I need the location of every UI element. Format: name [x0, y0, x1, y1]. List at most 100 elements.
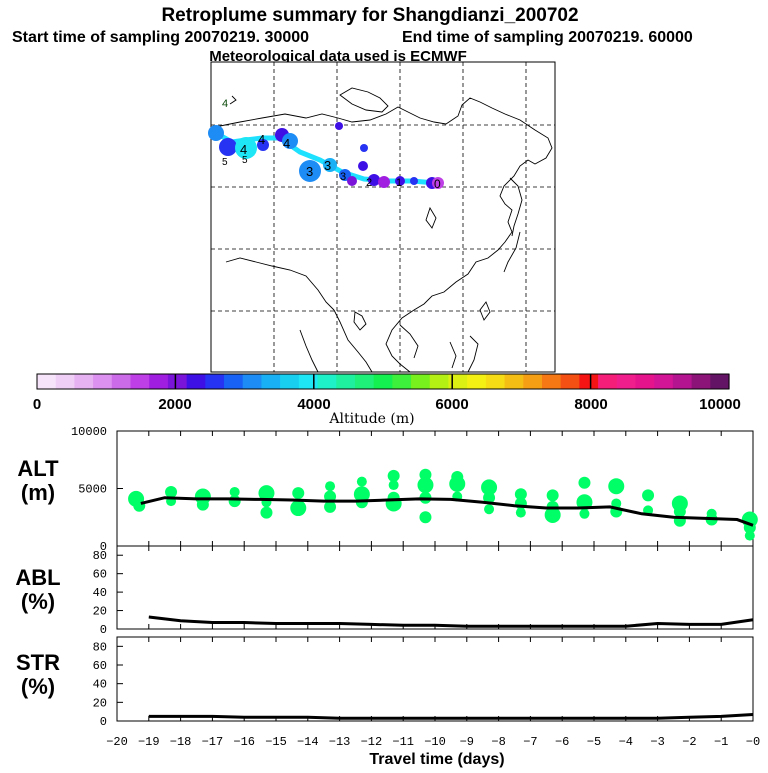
alt-point: [388, 480, 399, 491]
plume-dot: [257, 139, 269, 151]
alt-point: [385, 495, 402, 512]
colorbar-segment: [429, 374, 450, 389]
colorbar-segment: [392, 374, 412, 389]
alt-point: [578, 476, 591, 489]
x-tick-label: −0: [746, 735, 760, 749]
colorbar-tick: 6000: [435, 396, 468, 413]
colorbar-segment: [710, 374, 730, 389]
str-ytick-label: 40: [93, 678, 107, 692]
plume-label: 4: [283, 136, 290, 151]
alt-point: [706, 508, 717, 519]
colorbar-segment: [111, 374, 132, 389]
alt-point: [419, 511, 432, 524]
colorbar-segment: [37, 374, 57, 389]
abl-line: [148, 615, 754, 628]
plume-day-labels: 4 4 4 4 5 5 3 3 3 2 1 0: [222, 98, 441, 191]
colorbar-segment: [354, 374, 375, 389]
colorbar-frame: [36, 373, 730, 390]
colorbar-segment: [523, 374, 543, 389]
colorbar-segment: [130, 374, 150, 389]
colorbar-segment: [167, 374, 188, 389]
altitude-colorbar: 0 2000 4000 6000 8000 10000 Altitude (m): [33, 373, 741, 427]
alt-point: [481, 479, 498, 496]
plume-label: 3: [324, 158, 331, 173]
plume-label: 2: [366, 177, 372, 189]
alt-point: [608, 478, 625, 495]
x-tick-label: −9: [460, 735, 474, 749]
colorbar-segment: [242, 374, 263, 389]
str-ytick-label: 20: [93, 696, 107, 710]
plume-label: 1: [396, 177, 402, 189]
alt-point: [196, 498, 209, 511]
str-ytick-label: 0: [100, 715, 107, 729]
abl-ytick-label: 0: [100, 623, 107, 637]
colorbar-segment: [224, 374, 244, 389]
str-ytick-label: 60: [93, 659, 107, 673]
x-tick-label: −18: [170, 735, 192, 749]
x-tick-label: −19: [138, 735, 160, 749]
str-frame: [116, 636, 754, 722]
abl-ytick-label: 80: [93, 549, 107, 563]
alt-panel: ALT (m) 10000 5000 0: [17, 425, 758, 554]
colorbar-tick: 8000: [574, 396, 607, 413]
plume-dot: [432, 177, 444, 189]
plume-label: 3: [340, 171, 346, 183]
plume-label: 0: [434, 177, 441, 191]
colorbar-label: Altitude (m): [328, 411, 414, 427]
alt-scatter: [128, 468, 758, 541]
met-data-label: Meteorological data used is ECMWF: [209, 48, 467, 65]
plume-dot: [219, 138, 237, 156]
plume-dot: [347, 176, 357, 186]
plume-dot: [360, 144, 368, 152]
abl-ytick-label: 20: [93, 605, 107, 619]
plume-label: 4: [240, 142, 247, 157]
alt-ylabel-unit: (m): [21, 480, 55, 505]
plume-dot: [378, 176, 390, 188]
plume-dot: [208, 125, 224, 141]
alt-point: [611, 498, 622, 509]
colorbar-segment: [504, 374, 524, 389]
str-panel: STR (%) 80 60 40 20 0: [16, 636, 754, 729]
alt-point: [387, 469, 400, 482]
colorbar-segment: [261, 374, 281, 389]
alt-point: [165, 485, 178, 498]
colorbar-segments: [37, 374, 730, 389]
alt-point: [229, 486, 240, 497]
alt-ylabel: ALT: [17, 456, 59, 481]
coastlines: [210, 87, 553, 373]
colorbar-segment: [579, 374, 599, 389]
plume-dot: [299, 160, 321, 182]
x-tick-label: −20: [106, 735, 128, 749]
plume-positions: [208, 122, 444, 189]
colorbar-segment: [598, 374, 618, 389]
colorbar-segment: [149, 374, 169, 389]
colorbar-segment: [485, 374, 506, 389]
start-time-label: Start time of sampling 20070219. 30000: [12, 29, 309, 46]
colorbar-tick: 2000: [158, 396, 191, 413]
alt-ytick-label: 5000: [78, 483, 107, 497]
alt-point: [324, 500, 337, 513]
x-tick-label: −4: [619, 735, 633, 749]
x-tick-label: −17: [202, 735, 224, 749]
alt-point: [419, 468, 432, 481]
alt-ytick-label: 10000: [71, 425, 107, 439]
alt-point: [451, 471, 464, 483]
colorbar-segment: [411, 374, 431, 389]
abl-ytick-label: 40: [93, 586, 107, 600]
alt-point: [356, 476, 367, 487]
str-ytick-label: 80: [93, 640, 107, 654]
map-frame: [210, 61, 556, 373]
x-tick-label: −14: [297, 735, 319, 749]
x-tick-label: −11: [392, 735, 414, 749]
colorbar-segment: [654, 374, 674, 389]
x-tick-label: −16: [233, 735, 255, 749]
x-tick-label: −15: [265, 735, 287, 749]
alt-point: [325, 481, 336, 492]
colorbar-dividers: [174, 374, 592, 389]
alt-point: [260, 506, 273, 519]
colorbar-tick: 4000: [297, 396, 330, 413]
str-ylabel-unit: (%): [21, 674, 55, 699]
x-tick-label: −3: [650, 735, 664, 749]
